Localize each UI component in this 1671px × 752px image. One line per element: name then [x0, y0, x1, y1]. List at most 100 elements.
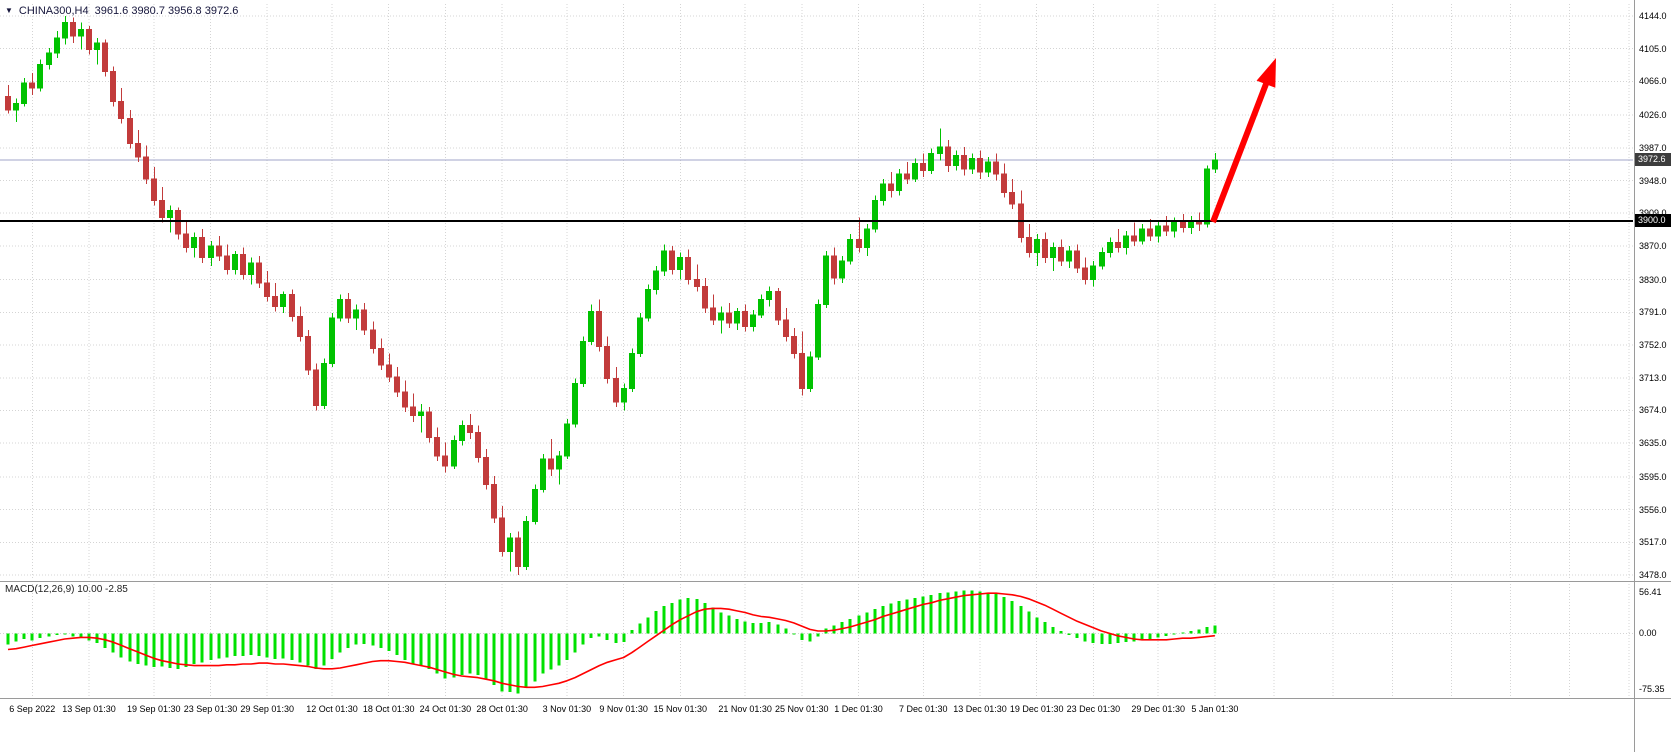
- candle-body: [78, 28, 84, 37]
- macd-histogram-bar: [954, 591, 958, 634]
- macd-histogram-bar: [387, 633, 391, 652]
- price-axis-label: 3987.0: [1639, 142, 1667, 153]
- macd-histogram-bar: [994, 593, 998, 634]
- candle-body: [904, 173, 910, 180]
- time-axis-label: 18 Oct 01:30: [362, 704, 415, 714]
- macd-histogram-bar: [695, 598, 699, 634]
- candle-body: [337, 299, 343, 319]
- macd-histogram-bar: [776, 624, 780, 634]
- macd-histogram-bar: [403, 633, 407, 660]
- macd-histogram-bar: [1051, 626, 1055, 634]
- candle-body: [969, 158, 975, 170]
- candle-body: [823, 255, 829, 306]
- price-axis-label: 3556.0: [1639, 504, 1667, 515]
- macd-histogram-bar: [897, 601, 901, 634]
- candle-body: [1131, 235, 1137, 242]
- candle-body: [856, 238, 862, 249]
- macd-histogram-bar: [1172, 633, 1176, 635]
- candle-body: [791, 336, 797, 354]
- macd-histogram-bar: [1156, 633, 1160, 638]
- candle-body: [370, 329, 376, 349]
- macd-histogram-bar: [1205, 626, 1209, 634]
- candle-body: [127, 117, 133, 145]
- candle-body: [191, 237, 197, 249]
- time-axis-label: 7 Dec 01:30: [899, 704, 948, 714]
- candle-body: [451, 440, 457, 467]
- candle-body: [54, 37, 60, 54]
- candle-body: [37, 64, 43, 89]
- candle-body: [426, 411, 432, 438]
- candle-body: [864, 228, 870, 249]
- time-axis-label: 3 Nov 01:30: [542, 704, 592, 714]
- candle-body: [613, 378, 619, 403]
- candle-body: [1026, 237, 1032, 254]
- trend-arrow-shaft[interactable]: [1210, 78, 1271, 224]
- macd-histogram-bar: [1164, 633, 1168, 636]
- candle-body: [750, 314, 756, 328]
- candle-body: [880, 183, 886, 202]
- macd-histogram-bar: [1035, 617, 1039, 634]
- price-axis[interactable]: 4144.0 4105.0 4066.0 4026.0 3987.0 3948.0 3909…: [1636, 0, 1671, 752]
- macd-histogram-bar: [492, 633, 496, 685]
- macd-histogram-bar: [654, 610, 658, 634]
- macd-histogram-bar: [508, 633, 512, 693]
- candle-body: [710, 307, 716, 321]
- price-axis-label: 3909.0: [1639, 207, 1667, 219]
- macd-histogram-bar: [290, 633, 294, 660]
- macd-histogram-bar: [565, 633, 569, 660]
- price-axis-label: 4144.0: [1639, 11, 1667, 21]
- macd-histogram-bar: [152, 633, 156, 668]
- macd-histogram-bar: [622, 633, 626, 643]
- candle-body: [1090, 265, 1096, 281]
- macd-histogram-bar: [646, 617, 650, 634]
- time-axis-label: 19 Dec 01:30: [1009, 704, 1064, 714]
- candle-body: [110, 70, 116, 103]
- candle-body: [523, 520, 529, 568]
- candle-body: [297, 315, 303, 338]
- macd-histogram-bar: [6, 633, 10, 645]
- candle-body: [402, 391, 408, 408]
- time-axis-label: 9 Nov 01:30: [599, 704, 648, 714]
- macd-histogram-bar: [322, 633, 326, 666]
- candle-body: [629, 352, 635, 390]
- candle-body: [1099, 252, 1105, 267]
- macd-histogram-bar: [484, 633, 488, 680]
- ohlc-values: 3961.6 3980.7 3956.8 3972.6: [94, 5, 239, 17]
- candle-body: [21, 82, 27, 104]
- candle-body: [499, 517, 505, 552]
- macd-histogram-bar: [800, 633, 804, 640]
- price-axis-label: 3713.0: [1639, 372, 1667, 383]
- candle-body: [135, 143, 141, 158]
- candle-body: [167, 210, 173, 218]
- candle-body: [937, 146, 943, 155]
- trend-arrow-head[interactable]: [1256, 58, 1276, 88]
- hline-price-badge: 3900.0: [1635, 214, 1671, 227]
- candle-body: [175, 210, 181, 235]
- candle-body: [1115, 242, 1121, 249]
- macd-histogram-bar: [703, 602, 707, 634]
- candle-body: [224, 255, 230, 270]
- macd-histogram-bar: [986, 592, 990, 634]
- time-axis-label: 23 Sep 01:30: [183, 704, 238, 714]
- macd-histogram-bar: [265, 633, 269, 658]
- price-axis-label: 3948.0: [1639, 175, 1667, 186]
- macd-histogram-bar: [22, 633, 26, 640]
- candle-body: [702, 285, 708, 309]
- candle-body: [264, 282, 270, 297]
- macd-histogram-bar: [225, 633, 229, 658]
- candle-body: [442, 455, 448, 467]
- macd-histogram-bar: [573, 633, 577, 653]
- macd-axis-label: -75.35: [1639, 684, 1665, 694]
- candle-body: [831, 255, 837, 279]
- candle-body: [621, 388, 627, 403]
- time-axis-label: 25 Nov 01:30: [775, 704, 829, 714]
- candle-body: [1034, 238, 1040, 254]
- candle-body: [410, 406, 416, 417]
- time-axis[interactable]: 6 Sep 2022 13 Sep 01:30 19 Sep 01:30 23 Sep…: [0, 700, 1634, 718]
- candle-body: [378, 347, 384, 366]
- macd-histogram-bar: [144, 633, 148, 666]
- dropdown-triangle-icon[interactable]: ▼: [5, 6, 13, 15]
- candle-body: [102, 42, 108, 72]
- candle-body: [1066, 250, 1072, 262]
